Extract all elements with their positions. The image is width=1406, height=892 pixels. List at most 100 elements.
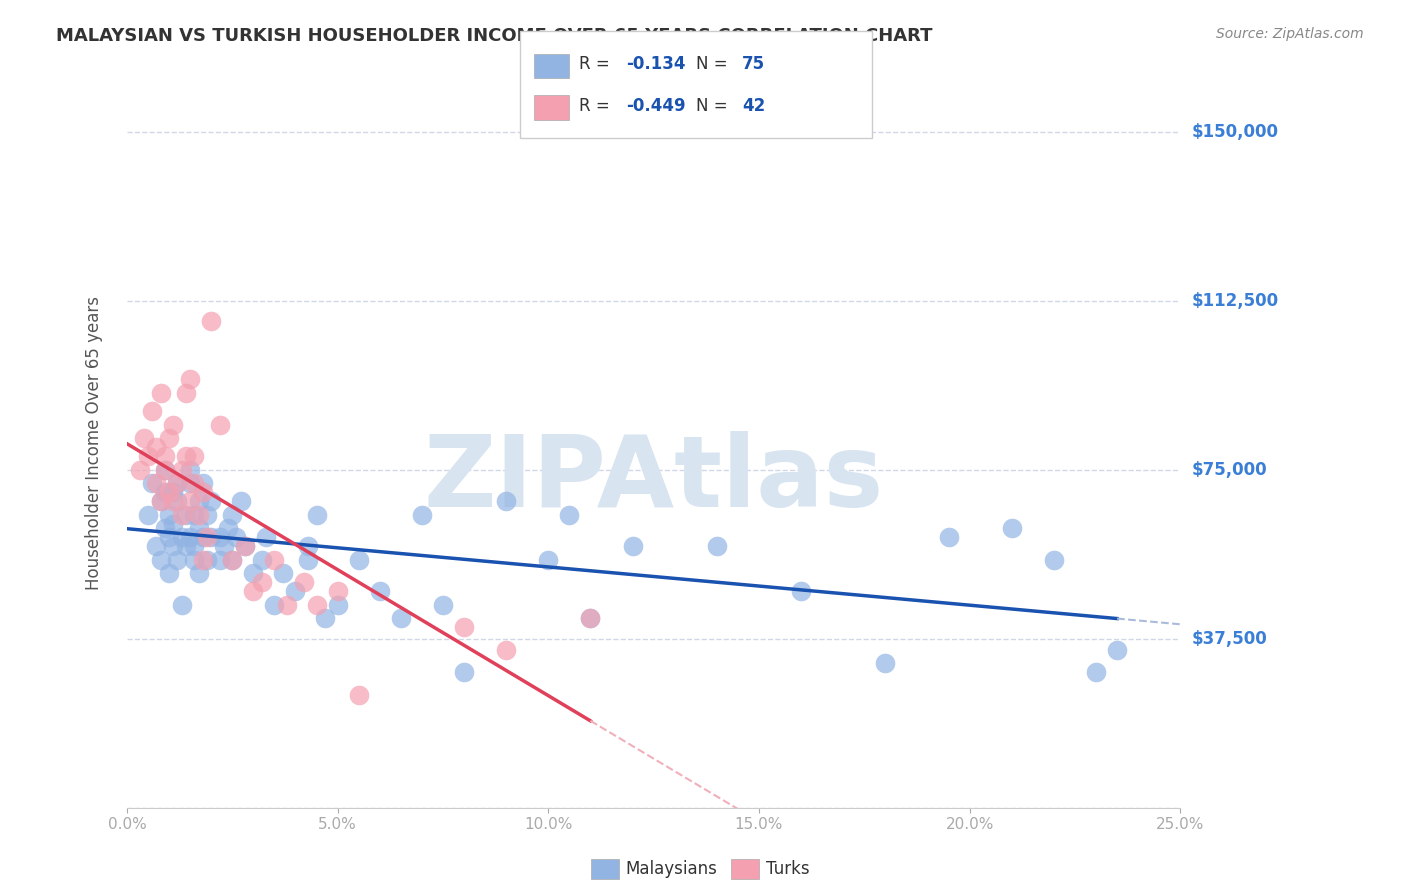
Text: MALAYSIAN VS TURKISH HOUSEHOLDER INCOME OVER 65 YEARS CORRELATION CHART: MALAYSIAN VS TURKISH HOUSEHOLDER INCOME …: [56, 27, 932, 45]
Text: $37,500: $37,500: [1191, 630, 1267, 648]
Point: [276, 598, 298, 612]
Point: [195, 508, 218, 522]
Text: ZIPAtlas: ZIPAtlas: [423, 431, 884, 527]
Point: [191, 530, 214, 544]
Point: [233, 539, 256, 553]
Point: [271, 566, 294, 581]
Text: 42: 42: [742, 97, 766, 115]
Point: [368, 584, 391, 599]
Point: [453, 665, 475, 680]
Point: [229, 494, 252, 508]
Point: [221, 553, 243, 567]
Point: [432, 598, 454, 612]
Text: N =: N =: [696, 55, 733, 73]
Point: [284, 584, 307, 599]
Text: -0.449: -0.449: [626, 97, 685, 115]
Point: [149, 386, 172, 401]
Point: [187, 494, 209, 508]
Point: [179, 476, 201, 491]
Point: [263, 553, 285, 567]
Point: [128, 462, 150, 476]
Point: [170, 508, 193, 522]
Point: [162, 485, 184, 500]
Point: [221, 508, 243, 522]
Point: [200, 530, 222, 544]
Text: Source: ZipAtlas.com: Source: ZipAtlas.com: [1216, 27, 1364, 41]
Text: $75,000: $75,000: [1191, 460, 1267, 479]
Point: [1001, 521, 1024, 535]
Point: [347, 688, 370, 702]
Point: [225, 530, 247, 544]
Point: [162, 539, 184, 553]
Point: [174, 508, 197, 522]
Point: [153, 449, 176, 463]
Point: [579, 611, 602, 625]
Point: [221, 553, 243, 567]
Point: [153, 485, 176, 500]
Point: [875, 657, 897, 671]
Point: [136, 508, 159, 522]
Point: [938, 530, 960, 544]
Point: [208, 417, 231, 432]
Point: [166, 494, 188, 508]
Point: [200, 314, 222, 328]
Point: [149, 553, 172, 567]
Point: [183, 449, 205, 463]
Point: [149, 494, 172, 508]
Point: [149, 494, 172, 508]
Y-axis label: Householder Income Over 65 years: Householder Income Over 65 years: [86, 295, 103, 590]
Point: [254, 530, 277, 544]
Point: [453, 620, 475, 634]
Point: [297, 539, 319, 553]
Point: [145, 539, 167, 553]
Point: [179, 372, 201, 386]
Point: [153, 462, 176, 476]
Point: [162, 494, 184, 508]
Text: -0.134: -0.134: [626, 55, 685, 73]
Point: [1107, 643, 1129, 657]
Point: [579, 611, 602, 625]
Point: [170, 462, 193, 476]
Point: [157, 566, 180, 581]
Point: [174, 539, 197, 553]
Point: [305, 508, 328, 522]
Point: [132, 431, 155, 445]
Text: Malaysians: Malaysians: [626, 860, 717, 878]
Point: [195, 530, 218, 544]
Point: [389, 611, 412, 625]
Point: [314, 611, 336, 625]
Point: [212, 539, 235, 553]
Text: $150,000: $150,000: [1191, 122, 1278, 141]
Point: [347, 553, 370, 567]
Point: [183, 508, 205, 522]
Text: R =: R =: [579, 55, 616, 73]
Point: [153, 521, 176, 535]
Point: [174, 449, 197, 463]
Point: [157, 530, 180, 544]
Point: [326, 584, 349, 599]
Point: [1043, 553, 1066, 567]
Point: [233, 539, 256, 553]
Point: [187, 508, 209, 522]
Point: [558, 508, 581, 522]
Point: [242, 584, 264, 599]
Point: [1085, 665, 1108, 680]
Text: 75: 75: [742, 55, 765, 73]
Point: [411, 508, 433, 522]
Point: [191, 476, 214, 491]
Point: [297, 553, 319, 567]
Point: [141, 404, 163, 418]
Point: [292, 575, 315, 590]
Point: [250, 553, 273, 567]
Point: [326, 598, 349, 612]
Point: [157, 431, 180, 445]
Point: [157, 485, 180, 500]
Point: [495, 494, 517, 508]
Point: [174, 386, 197, 401]
Point: [166, 553, 188, 567]
Point: [179, 494, 201, 508]
Point: [157, 508, 180, 522]
Point: [166, 476, 188, 491]
Point: [187, 521, 209, 535]
Point: [170, 530, 193, 544]
